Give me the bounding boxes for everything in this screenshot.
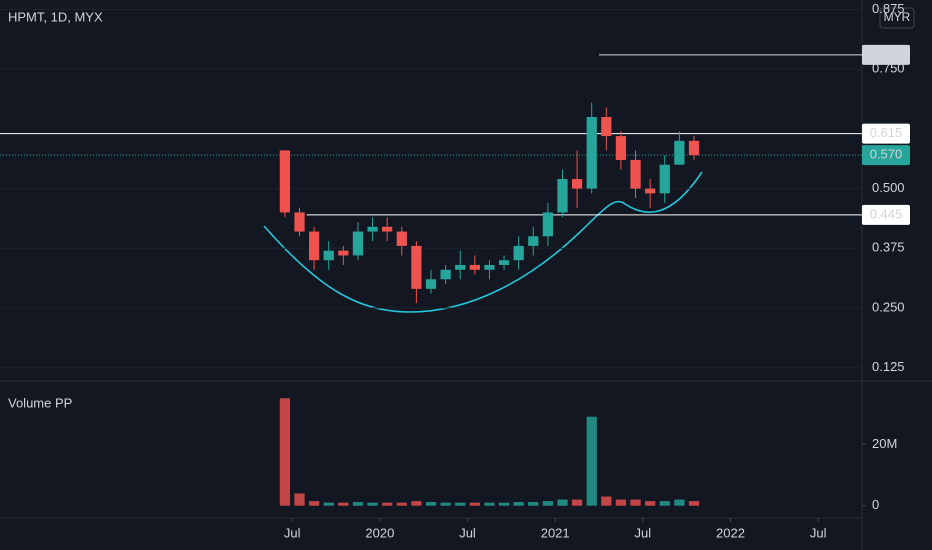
volume-bar <box>352 502 364 506</box>
x-tick-label: Jul <box>810 525 827 540</box>
y-tick-label: 0.500 <box>872 180 905 195</box>
volume-bar <box>294 493 305 506</box>
volume-bar <box>586 416 597 506</box>
candle-body <box>352 231 364 256</box>
candle-body <box>659 164 670 194</box>
volume-bar <box>571 499 583 506</box>
candle-body <box>688 140 700 156</box>
volume-bar <box>425 502 437 506</box>
volume-bar <box>674 499 685 506</box>
volume-bar <box>309 501 320 506</box>
last-price-label: 0.570 <box>870 147 903 162</box>
x-tick-label: Jul <box>635 525 652 540</box>
cup-drawing <box>263 171 703 313</box>
volume-bar <box>659 501 670 506</box>
volume-bar <box>279 398 291 506</box>
volume-bar <box>615 499 627 506</box>
candle-body <box>396 231 407 246</box>
candle-body <box>571 179 583 189</box>
candle-body <box>630 159 641 189</box>
level-label: 0.780 <box>870 46 903 61</box>
candle-body <box>425 279 437 289</box>
y-tick-label: 0 <box>872 497 879 512</box>
candle-body <box>411 245 422 289</box>
y-tick-label: 0.125 <box>872 359 905 374</box>
candle-body <box>528 236 539 246</box>
volume-bar <box>630 499 641 506</box>
volume-bar <box>645 501 656 506</box>
volume-bar <box>469 502 480 506</box>
volume-bar <box>688 501 700 506</box>
last-price-box <box>862 145 910 166</box>
candle-body <box>674 140 685 165</box>
volume-bar <box>484 502 495 506</box>
level-label: 0.445 <box>870 206 903 221</box>
volume-bar <box>528 502 539 506</box>
currency-box <box>879 7 915 29</box>
volume-bar <box>542 501 553 506</box>
volume-bar <box>440 502 451 506</box>
volume-bar <box>396 502 407 506</box>
candle-body <box>338 250 349 256</box>
volume-bar <box>323 502 334 506</box>
x-tick-label: Jul <box>459 525 476 540</box>
level-label-box <box>862 204 910 225</box>
x-tick-label: 2020 <box>365 525 394 540</box>
volume-bar <box>382 502 393 506</box>
candle-body <box>513 245 524 261</box>
candle-body <box>601 116 612 137</box>
candle-body <box>498 260 510 265</box>
candle-body <box>469 264 480 270</box>
candle-body <box>440 269 451 280</box>
candle-body <box>542 212 553 237</box>
candle-body <box>367 226 378 232</box>
volume-bar <box>601 496 612 506</box>
currency: MYR <box>884 10 911 24</box>
x-tick-label: 2022 <box>716 525 745 540</box>
symbol-title: HPMT, 1D, MYX <box>8 9 103 24</box>
volume-bar <box>367 502 378 506</box>
y-tick-label: 20M <box>872 436 897 451</box>
candle-body <box>279 150 291 213</box>
candle-body <box>309 231 320 261</box>
level-label-box <box>862 44 910 65</box>
y-tick-label: 0.250 <box>872 299 905 314</box>
candle-body <box>615 136 627 160</box>
candle-body <box>323 250 334 261</box>
volume-bar <box>338 502 349 506</box>
y-tick-label: 0.375 <box>872 240 905 255</box>
candle-body <box>557 179 568 213</box>
volume-title: Volume PP <box>8 395 72 410</box>
y-tick-label: 0.875 <box>872 1 905 16</box>
volume-bar <box>411 501 422 506</box>
x-tick-label: Jul <box>284 525 301 540</box>
candle-body <box>382 226 393 232</box>
volume-bar <box>557 499 568 506</box>
x-tick-label: 2021 <box>541 525 570 540</box>
candle-body <box>586 116 597 189</box>
candle-body <box>645 188 656 194</box>
candle-body <box>484 264 495 270</box>
volume-bar <box>498 502 510 506</box>
candle-body <box>455 264 466 270</box>
volume-bar <box>513 502 524 506</box>
volume-bar <box>455 502 466 506</box>
level-label-box <box>862 123 910 144</box>
candle-body <box>294 212 305 232</box>
level-label: 0.615 <box>870 125 903 140</box>
